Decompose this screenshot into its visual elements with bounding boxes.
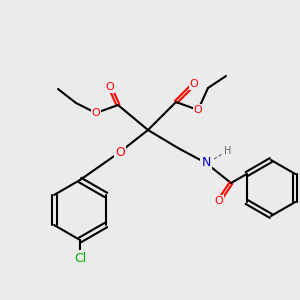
Text: O: O (194, 105, 202, 115)
Text: N: N (201, 157, 211, 169)
Text: O: O (106, 82, 114, 92)
Text: Cl: Cl (74, 251, 86, 265)
Text: O: O (190, 79, 198, 89)
Text: H: H (224, 146, 232, 156)
Text: O: O (92, 108, 100, 118)
Text: O: O (214, 196, 224, 206)
Text: O: O (115, 146, 125, 158)
